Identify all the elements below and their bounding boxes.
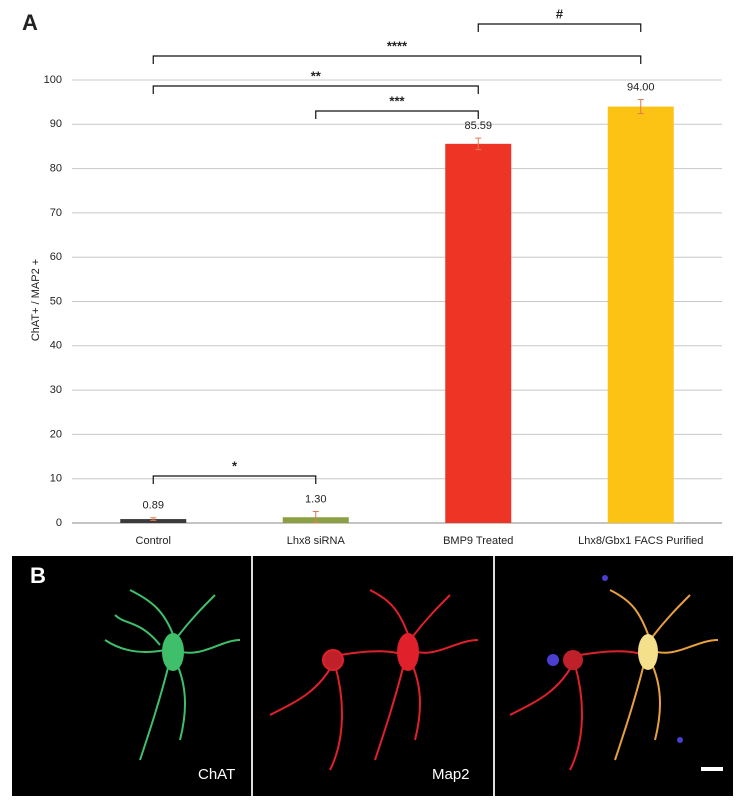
neuron-map2 xyxy=(269,589,479,771)
neuron-merge xyxy=(509,575,719,771)
scale-bar xyxy=(701,767,723,771)
y-tick-label: 70 xyxy=(50,207,62,219)
y-tick-label: 50 xyxy=(50,295,62,307)
value-label: 85.59 xyxy=(464,120,492,132)
y-tick-label: 40 xyxy=(50,340,62,352)
y-tick-label: 60 xyxy=(50,251,62,263)
image-background xyxy=(12,556,733,796)
significance-label: *** xyxy=(389,93,405,108)
micrographs: B ChAT Map2 xyxy=(12,556,733,796)
bar xyxy=(607,106,674,523)
x-tick-label: Control xyxy=(136,535,171,547)
channel-label: ChAT xyxy=(198,766,235,783)
error-bar xyxy=(150,517,157,521)
significance-label: **** xyxy=(387,38,408,53)
channel-label: Map2 xyxy=(432,766,470,783)
value-label: 94.00 xyxy=(627,81,655,93)
error-bar xyxy=(637,98,644,115)
error-bar xyxy=(312,510,319,524)
significance-label: # xyxy=(556,6,564,21)
value-label: 1.30 xyxy=(305,493,326,505)
x-tick-label: Lhx8 siRNA xyxy=(287,535,346,547)
x-tick-label: BMP9 Treated xyxy=(443,535,513,547)
y-tick-label: 30 xyxy=(50,384,62,396)
significance-label: ** xyxy=(311,68,322,83)
y-axis-label: ChAT+ / MAP2 + xyxy=(30,259,42,341)
significance-label: * xyxy=(232,458,238,473)
significance-bracket xyxy=(315,110,479,119)
significance-bracket xyxy=(152,475,317,484)
error-bar xyxy=(475,137,482,151)
panel-label: A xyxy=(22,10,38,35)
y-tick-label: 10 xyxy=(50,473,62,485)
y-tick-label: 0 xyxy=(56,517,62,529)
y-tick-label: 100 xyxy=(44,74,62,86)
value-label: 0.89 xyxy=(143,500,164,512)
significance-bracket xyxy=(152,85,479,94)
x-tick-label: Lhx8/Gbx1 FACS Purified xyxy=(578,535,703,547)
y-tick-label: 90 xyxy=(50,118,62,130)
bar xyxy=(445,143,512,523)
significance-bracket xyxy=(477,23,642,32)
y-tick-label: 80 xyxy=(50,163,62,175)
neuron-chat xyxy=(104,589,241,761)
bar xyxy=(120,519,187,523)
panel-label: B xyxy=(30,563,46,588)
significance-bracket xyxy=(152,55,642,64)
y-tick-label: 20 xyxy=(50,428,62,440)
